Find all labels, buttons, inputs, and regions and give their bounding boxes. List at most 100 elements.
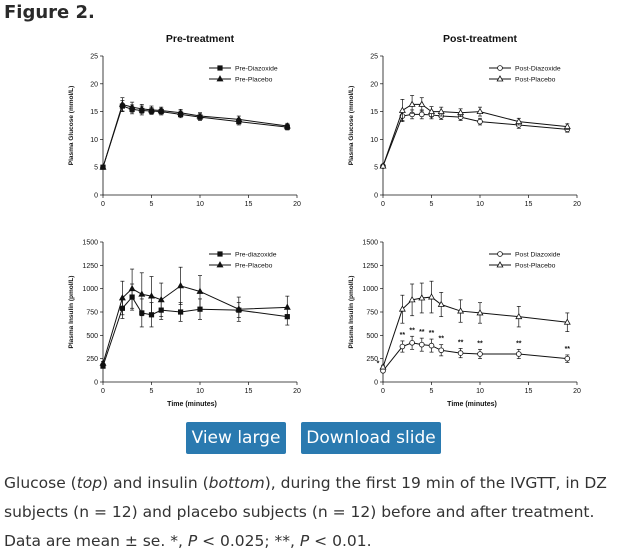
series-line [382, 113, 568, 167]
data-point [516, 351, 522, 357]
x-tick-label: 5 [150, 388, 154, 395]
series-line [102, 103, 288, 168]
data-point [398, 305, 406, 312]
data-point [283, 122, 291, 129]
data-point [157, 106, 165, 113]
data-point [476, 107, 484, 114]
x-tick-label: 0 [101, 388, 105, 395]
y-tick-label: 1250 [82, 263, 98, 270]
data-point [283, 303, 291, 310]
data-point [157, 296, 165, 303]
data-point [457, 350, 464, 356]
legend-label: Pre-diazoxide [235, 252, 277, 259]
legend-label: Pre-Diazoxide [235, 66, 278, 73]
y-tick-label: 0 [94, 380, 98, 387]
x-tick-label: 0 [381, 388, 385, 395]
y-axis-label: Plasma Glucose (mmol/L) [348, 86, 355, 165]
y-tick-label: 750 [366, 310, 378, 317]
legend-marker [216, 75, 224, 82]
series-0 [100, 283, 290, 369]
data-point [564, 355, 571, 362]
data-point [476, 309, 484, 316]
data-point [419, 111, 425, 118]
y-tick-label: 500 [86, 333, 98, 340]
data-point [235, 305, 243, 312]
series-0 [100, 100, 290, 170]
significance-mark: ** [409, 327, 415, 334]
y-tick-label: 20 [90, 81, 98, 88]
significance-mark: * [377, 360, 380, 367]
y-tick-label: 1500 [362, 240, 378, 247]
data-point [457, 108, 465, 116]
data-point [235, 115, 243, 122]
series-line [102, 296, 288, 367]
x-tick-label: 15 [245, 388, 253, 395]
x-tick-label: 10 [196, 388, 204, 395]
data-point [438, 347, 444, 354]
caption-text: ), during the first 19 min of the IVGTT,… [4, 474, 607, 550]
data-point [99, 163, 107, 170]
data-point [428, 107, 435, 114]
data-point [379, 162, 387, 169]
caption-text: ) and insulin ( [102, 474, 209, 492]
series-1 [99, 266, 291, 366]
significance-mark: ** [419, 329, 425, 336]
figure-title: Figure 2. [4, 2, 95, 23]
chart-title: Pre-treatment [166, 33, 235, 45]
y-tick-label: 15 [370, 109, 378, 116]
series-line [382, 296, 568, 368]
x-tick-label: 0 [101, 201, 105, 208]
data-point [118, 100, 126, 107]
chart-pre-glucose: Pre-treatment 0 5 10 15 20 25 0 5 10 15 20 Plasma Gl… [68, 33, 301, 208]
chart-pre-insulin: 0 250 500 750 1000 1250 1500 0 5 10 15 20 Plasma Ins… [68, 240, 301, 409]
chart-post-insulin: 0 250 500 750 1000 1250 1500 0 5 10 15 20 Plasma Ins… [348, 240, 581, 409]
series-1 [99, 97, 291, 170]
y-tick-label: 25 [90, 54, 98, 61]
data-point [428, 342, 435, 349]
y-tick-label: 10 [90, 137, 98, 144]
series-0 [380, 335, 571, 374]
data-point [379, 363, 387, 370]
x-tick-label: 10 [476, 201, 484, 208]
series-line [382, 342, 568, 372]
data-point [418, 294, 426, 301]
data-point [477, 118, 483, 125]
legend-label: Post-Diazoxide [515, 66, 561, 73]
legend-marker [496, 75, 504, 82]
caption-p: P [299, 532, 310, 550]
y-axis-label: Plasma Insulin (pmol/L) [348, 276, 355, 349]
caption-text: Glucose ( [4, 474, 77, 492]
y-tick-label: 0 [374, 193, 378, 200]
data-point [196, 112, 204, 119]
y-tick-label: 750 [86, 310, 98, 317]
legend-marker [496, 261, 504, 268]
significance-mark: ** [400, 332, 406, 339]
significance-mark: ** [565, 346, 571, 353]
data-point [418, 100, 426, 107]
view-large-button[interactable]: View large [186, 422, 286, 454]
data-point [457, 307, 465, 314]
data-point [178, 309, 184, 315]
data-point [196, 287, 204, 294]
data-point [148, 106, 155, 113]
data-point [408, 296, 416, 303]
series-1 [379, 280, 571, 370]
x-tick-label: 10 [196, 201, 204, 208]
y-tick-label: 1250 [362, 263, 378, 270]
y-tick-label: 500 [366, 333, 378, 340]
data-point [437, 107, 445, 114]
x-tick-label: 15 [245, 201, 253, 208]
x-tick-label: 20 [573, 201, 581, 208]
data-point [437, 300, 445, 307]
y-tick-label: 250 [86, 356, 98, 363]
x-tick-label: 5 [150, 201, 154, 208]
series-line [382, 103, 568, 167]
caption-bottom: bottom [208, 474, 265, 492]
caption-text: < 0.025; **, [197, 532, 300, 550]
data-point [138, 290, 146, 297]
significance-mark: ** [477, 340, 483, 347]
data-point [138, 105, 146, 112]
download-slide-button[interactable]: Download slide [301, 422, 441, 454]
caption-top: top [76, 474, 103, 492]
chart-post-glucose: Post-treatment 0 5 10 15 20 25 0 5 10 15 20 Plasma G… [348, 33, 581, 208]
